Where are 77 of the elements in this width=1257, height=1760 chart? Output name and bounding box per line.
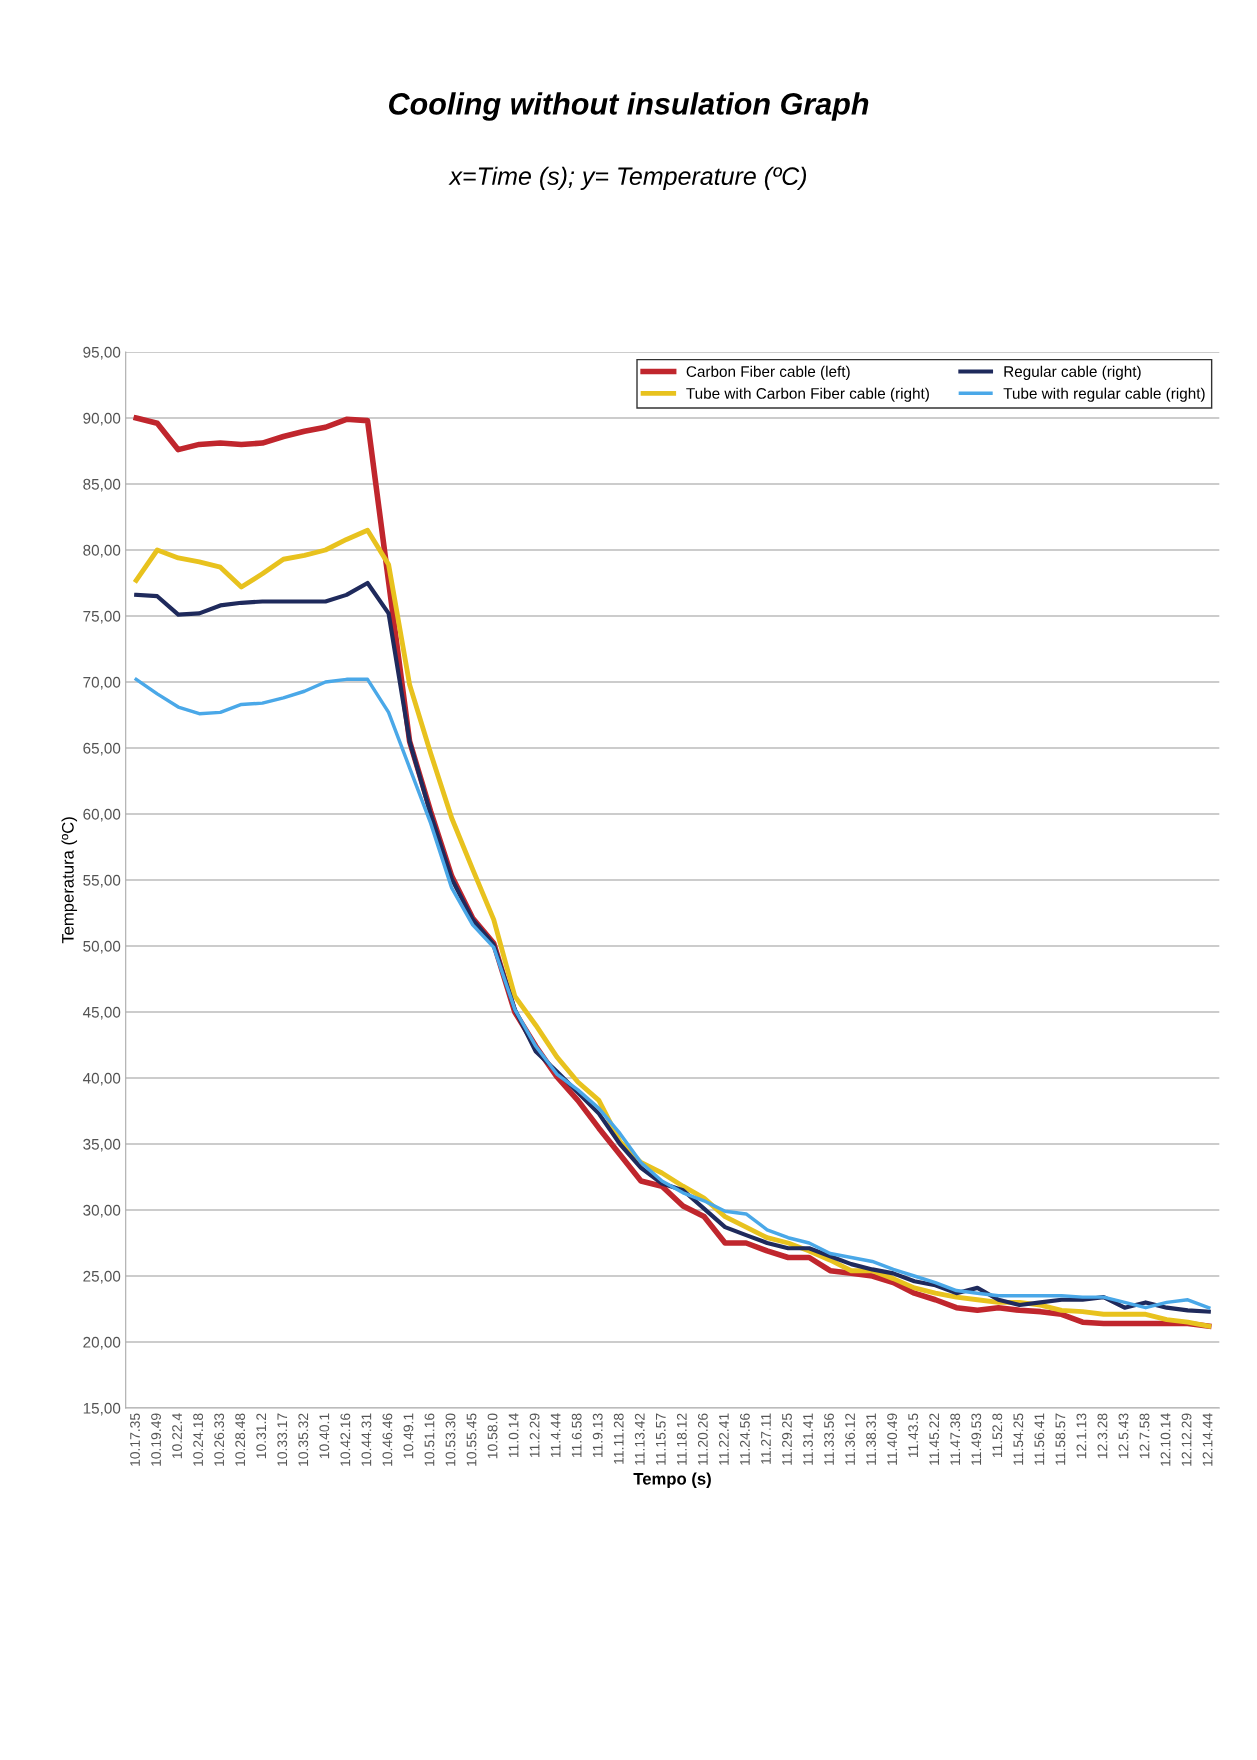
x-tick-label: 11.4.44 bbox=[550, 1413, 561, 1458]
x-tick-label: 12.14.44 bbox=[1202, 1413, 1213, 1466]
x-tick-label: 10.35.32 bbox=[298, 1413, 309, 1466]
x-tick-label: 11.18.12 bbox=[676, 1413, 687, 1465]
y-tick-label: 20,00 bbox=[83, 1336, 121, 1350]
x-tick-label: 12.10.14 bbox=[1160, 1413, 1171, 1466]
y-tick-label: 80,00 bbox=[83, 544, 121, 558]
x-tick-label: 12.3.28 bbox=[1097, 1413, 1108, 1459]
x-axis-title: Tempo (s) bbox=[633, 1472, 711, 1489]
x-tick-label: 11.43.5 bbox=[908, 1413, 919, 1458]
x-tick-label: 11.22.41 bbox=[718, 1413, 729, 1465]
x-tick-label: 11.36.12 bbox=[845, 1413, 855, 1465]
y-tick-label: 45,00 bbox=[82, 1006, 121, 1020]
x-tick-label: 10.58.0 bbox=[487, 1413, 498, 1459]
x-tick-label: 10.26.33 bbox=[214, 1413, 225, 1466]
x-tick-label: 11.31.41 bbox=[803, 1413, 813, 1465]
x-tick-label: 11.0.14 bbox=[508, 1413, 519, 1458]
chart-title: Cooling without insulation Graph bbox=[388, 92, 869, 121]
legend-label: Tube with regular cable (right) bbox=[1003, 387, 1205, 402]
x-tick-label: 10.46.46 bbox=[382, 1413, 393, 1466]
x-tick-label: 11.24.56 bbox=[740, 1413, 750, 1465]
x-tick-label: 10.17.35 bbox=[130, 1413, 140, 1466]
x-tick-label: 11.58.57 bbox=[1055, 1413, 1066, 1465]
x-tick-label: 11.47.38 bbox=[950, 1413, 961, 1465]
x-tick-label: 11.40.49 bbox=[887, 1413, 898, 1465]
x-tick-label: 11.45.22 bbox=[929, 1413, 940, 1465]
x-tick-label: 11.54.25 bbox=[1013, 1413, 1024, 1465]
y-tick-label: 85,00 bbox=[83, 478, 121, 492]
x-tick-label: 11.9.13 bbox=[592, 1413, 603, 1458]
y-tick-label: 40,00 bbox=[82, 1072, 121, 1086]
x-tick-label: 11.20.26 bbox=[697, 1413, 708, 1465]
x-tick-label: 10.28.48 bbox=[235, 1413, 246, 1466]
legend-label: Carbon Fiber cable (left) bbox=[686, 365, 850, 380]
y-tick-label: 65,00 bbox=[83, 742, 121, 756]
x-tick-label: 10.22.4 bbox=[172, 1413, 182, 1459]
y-axis-title: Temperatura (ºC) bbox=[61, 817, 78, 944]
y-tick-label: 70,00 bbox=[83, 676, 121, 690]
y-tick-label: 55,00 bbox=[83, 874, 121, 888]
x-tick-label: 10.51.16 bbox=[424, 1413, 435, 1466]
y-tick-label: 75,00 bbox=[83, 610, 121, 624]
x-tick-label: 11.2.29 bbox=[529, 1413, 540, 1458]
x-tick-label: 11.13.42 bbox=[634, 1413, 645, 1465]
x-tick-label: 11.33.56 bbox=[824, 1413, 834, 1465]
x-tick-label: 10.55.45 bbox=[466, 1413, 477, 1466]
legend-label: Tube with Carbon Fiber cable (right) bbox=[686, 387, 929, 402]
x-tick-label: 11.49.53 bbox=[971, 1413, 982, 1465]
x-tick-label: 11.27.11 bbox=[761, 1413, 771, 1464]
chart-subtitle: x=Time (s); y= Temperature (ºC) bbox=[448, 166, 807, 190]
y-tick-label: 30,00 bbox=[83, 1204, 121, 1218]
y-tick-label: 35,00 bbox=[83, 1138, 121, 1152]
x-tick-label: 11.29.25 bbox=[782, 1413, 792, 1465]
x-tick-label: 11.56.41 bbox=[1034, 1413, 1045, 1465]
x-tick-label: 10.42.16 bbox=[340, 1413, 351, 1466]
y-tick-label: 25,00 bbox=[83, 1270, 121, 1284]
y-tick-label: 90,00 bbox=[83, 412, 121, 426]
x-tick-label: 11.15.57 bbox=[656, 1413, 666, 1465]
x-tick-label: 12.7.58 bbox=[1139, 1413, 1150, 1459]
y-tick-label: 60,00 bbox=[83, 808, 121, 822]
x-tick-label: 11.11.28 bbox=[613, 1413, 624, 1464]
x-tick-label: 10.40.1 bbox=[319, 1413, 330, 1459]
x-tick-label: 11.6.58 bbox=[571, 1413, 582, 1458]
x-tick-label: 12.1.13 bbox=[1076, 1413, 1087, 1459]
x-tick-label: 10.53.30 bbox=[445, 1413, 456, 1466]
x-tick-label: 10.49.1 bbox=[403, 1413, 414, 1459]
x-tick-label: 10.31.2 bbox=[256, 1413, 267, 1459]
x-tick-label: 10.24.18 bbox=[193, 1413, 204, 1466]
y-tick-label: 95,00 bbox=[83, 346, 121, 360]
x-tick-label: 10.33.17 bbox=[277, 1413, 288, 1466]
x-tick-label: 11.38.31 bbox=[866, 1413, 877, 1465]
x-tick-label: 12.12.29 bbox=[1181, 1413, 1192, 1466]
x-tick-label: 10.19.49 bbox=[151, 1413, 161, 1466]
y-tick-label: 50,00 bbox=[83, 940, 121, 954]
x-tick-label: 11.52.8 bbox=[992, 1413, 1003, 1458]
y-tick-label: 15,00 bbox=[83, 1402, 121, 1416]
legend-label: Regular cable (right) bbox=[1004, 365, 1141, 380]
x-tick-label: 10.44.31 bbox=[361, 1413, 372, 1466]
x-tick-label: 12.5.43 bbox=[1118, 1413, 1129, 1459]
